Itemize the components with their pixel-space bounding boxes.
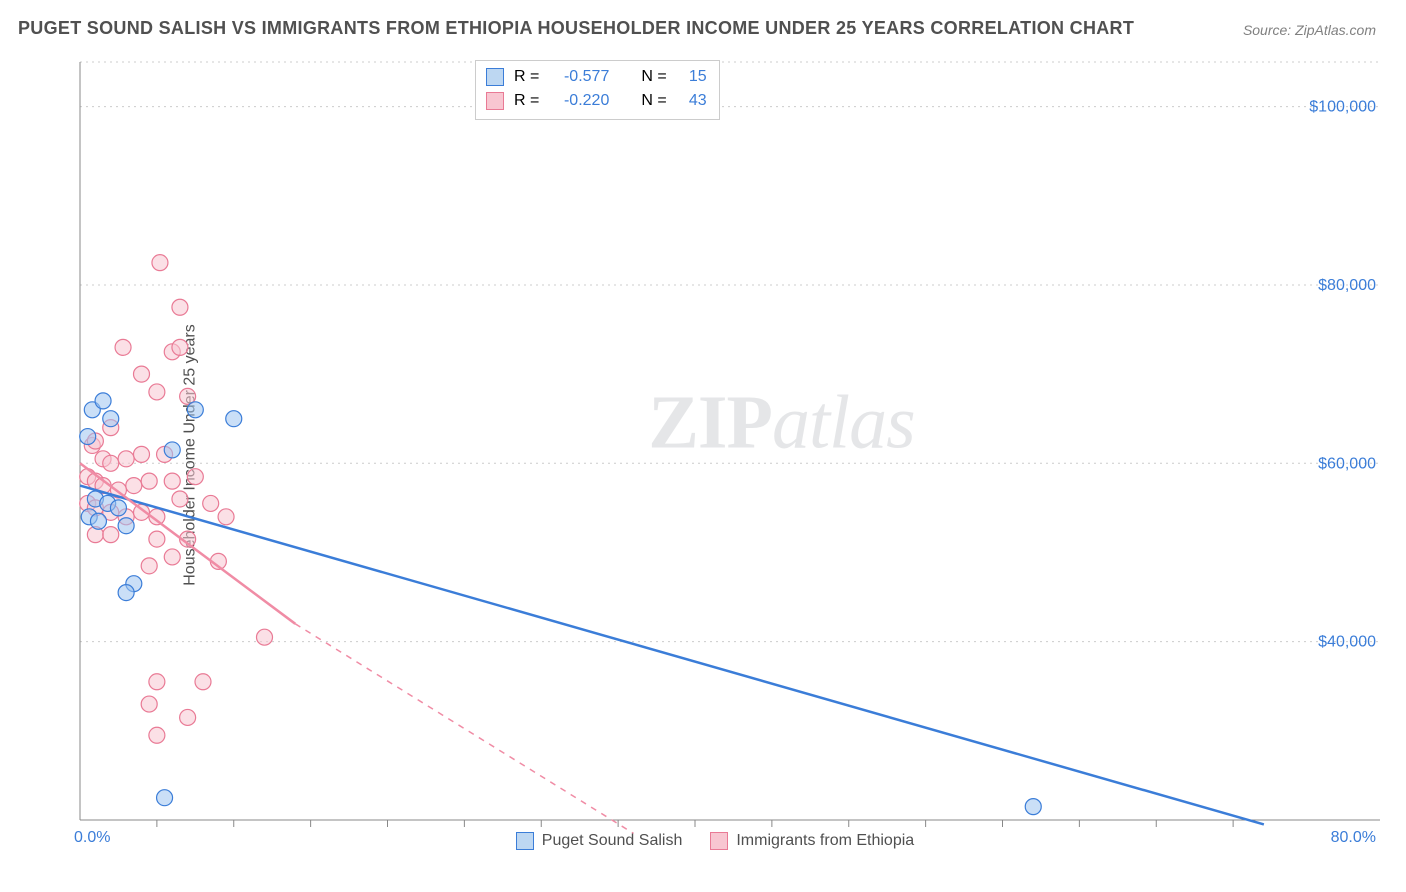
n-value-pink: 43 (677, 89, 707, 113)
r-label: R = (514, 89, 539, 113)
plot-area: Householder Income Under 25 years ZIPatl… (50, 60, 1380, 850)
chart-title: PUGET SOUND SALISH VS IMMIGRANTS FROM ET… (18, 18, 1134, 39)
swatch-pink-icon (486, 92, 504, 110)
scatter-chart: $40,000$60,000$80,000$100,0000.0%80.0% (50, 60, 1380, 850)
series-legend: Puget Sound Salish Immigrants from Ethio… (50, 832, 1380, 850)
n-label: N = (641, 65, 666, 89)
stats-row-blue: R = -0.577 N = 15 (486, 65, 707, 89)
svg-text:$100,000: $100,000 (1309, 99, 1376, 116)
r-label: R = (514, 65, 539, 89)
source-attribution: Source: ZipAtlas.com (1243, 22, 1376, 38)
legend-label-pink: Immigrants from Ethiopia (736, 832, 914, 850)
legend-item-blue: Puget Sound Salish (516, 832, 683, 850)
swatch-pink-icon (710, 832, 728, 850)
n-label: N = (641, 89, 666, 113)
svg-text:$40,000: $40,000 (1318, 634, 1376, 651)
svg-text:$60,000: $60,000 (1318, 455, 1376, 472)
swatch-blue-icon (486, 68, 504, 86)
n-value-blue: 15 (677, 65, 707, 89)
svg-text:$80,000: $80,000 (1318, 277, 1376, 294)
legend-item-pink: Immigrants from Ethiopia (710, 832, 914, 850)
r-value-pink: -0.220 (549, 89, 609, 113)
legend-label-blue: Puget Sound Salish (542, 832, 683, 850)
swatch-blue-icon (516, 832, 534, 850)
stats-row-pink: R = -0.220 N = 43 (486, 89, 707, 113)
r-value-blue: -0.577 (549, 65, 609, 89)
correlation-stats-box: R = -0.577 N = 15 R = -0.220 N = 43 (475, 60, 720, 120)
